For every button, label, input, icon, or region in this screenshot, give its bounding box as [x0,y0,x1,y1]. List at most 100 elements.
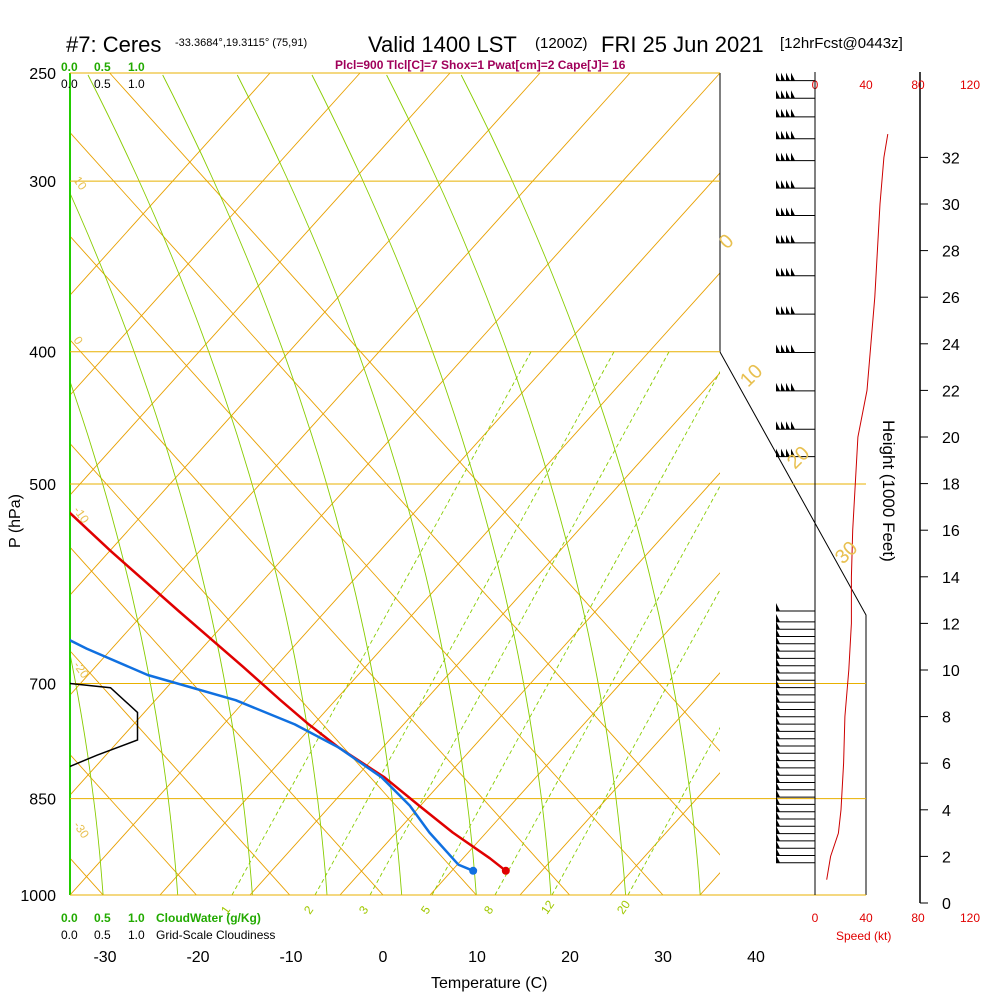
wind-barb-flag [791,108,795,117]
x-tick-label: -20 [186,949,209,966]
wind-barb-flag [791,306,795,315]
cl-scale-bottom-1: 0.5 [94,928,111,942]
cw-scale-2: 1.0 [128,60,145,74]
moist-adiabat-line [236,74,477,896]
moist-adiabat-line [70,380,179,896]
height-axis-title: Height (1000 Feet) [879,420,898,562]
wind-barb-flag [786,421,790,430]
moist-adiabat-line [162,74,403,896]
dry-adiabat-line [970,73,1000,895]
wind-barb-flag [781,72,785,81]
cw-scale-0: 0.0 [61,60,78,74]
wind-barb-flag [776,643,780,652]
wind-barb-flag [786,267,790,276]
sounding-profiles [70,511,510,875]
mixing-ratio-label: 5 [418,903,433,917]
wind-barb-flag [781,90,785,99]
mixing-ratio-line [314,349,616,896]
cw-scale-1: 0.5 [94,60,111,74]
dry-adiabat-line [70,72,361,396]
wind-barb-flag [776,234,780,243]
height-tick-label: 32 [942,150,960,167]
x-tick-label: 10 [468,949,486,966]
wind-barb-flag [791,382,795,391]
moist-adiabat-line [311,74,552,896]
speed-tick-bottom: 80 [911,911,925,925]
frame-diagonal [719,351,867,895]
wind-barb-flag [776,759,780,768]
p-tick-label: 300 [29,174,56,191]
wind-barb-flag [781,152,785,161]
height-tick-label: 24 [942,337,960,354]
moist-adiabat-line [87,74,328,896]
cloudiness-label: Grid-Scale Cloudiness [156,928,275,942]
wind-barb-flag [776,716,780,725]
cw-scale-bottom-1: 0.5 [94,911,111,925]
dewpoint-surface-point [469,866,478,875]
wind-barb-flag [776,90,780,99]
utc-time: (1200Z) [535,35,588,52]
wind-barb-flag [776,679,780,688]
p-tick-label: 1000 [20,888,56,905]
y-axis-title: P (hPa) [7,494,24,548]
cl-scale-bottom-0: 0.0 [61,928,78,942]
cl-scale-bottom-2: 1.0 [128,928,145,942]
mixing-ratio-label: 3 [356,903,371,917]
wind-barb-flag [776,621,780,630]
station-title: #7: Ceres [66,32,161,57]
wind-barb-flag [776,781,780,790]
mixing-ratio-line [431,370,720,896]
wind-barb-flag [776,723,780,732]
moist-adiabat-label: 30 [831,537,862,568]
wind-barb-flag [776,708,780,717]
wind-barb-flag [776,382,780,391]
dry-adiabat-label: 0 [71,334,86,348]
wind-barb-flag [781,421,785,430]
forecast-run: [12hrFcst@0443z] [780,35,903,52]
cl-scale-0: 0.0 [61,77,78,91]
height-tick-label: 16 [942,523,960,540]
dry-adiabat-line [429,572,720,896]
cl-scale-2: 1.0 [128,77,145,91]
dry-adiabat-line [519,672,720,896]
isotherm-line [70,650,291,896]
wind-barb-flag [791,207,795,216]
x-tick-label: 40 [747,949,765,966]
moist-adiabat-line [460,74,701,896]
wind-barb-flag [791,152,795,161]
dry-adiabat-label: -10 [71,504,93,527]
wind-barb-flag [776,847,780,856]
wind-barb-flag [786,344,790,353]
wind-barb-flag [776,803,780,812]
p-tick-label: 850 [29,792,56,809]
wind-barb-flag [776,650,780,659]
speed-axis-title: Speed (kt) [836,929,891,943]
height-tick-label: 20 [942,430,960,447]
dry-adiabat-line [70,72,271,296]
height-tick-label: 30 [942,197,960,214]
isobar-lines [70,72,866,896]
dry-adiabat-label: -20 [71,659,93,682]
wind-barb-flag [776,767,780,776]
wind-barb-flag [776,796,780,805]
x-tick-label: 0 [379,949,388,966]
wind-barb-flag [776,152,780,161]
moist-adiabat-label: 20 [783,442,814,473]
speed-tick-top: 40 [859,78,873,92]
wind-barb-flag [776,180,780,189]
p-tick-label: 500 [29,477,56,494]
wind-speed-line [826,134,889,880]
wind-barb-flag [786,90,790,99]
wind-barb-flag [776,635,780,644]
height-tick-label: 0 [942,896,951,913]
wind-barb-flag [786,207,790,216]
wind-barb-flag [776,665,780,673]
dewpoint-line [70,638,474,872]
mixing-ratio-label: 2 [301,903,316,917]
p-tick-label: 700 [29,677,56,694]
axes: -30 -20 -10 0 10 20 30 402503004005007008501000… [20,66,980,966]
wind-barb-flag [781,108,785,117]
wind-barb-flag [791,448,795,457]
parcel-params: Plcl=900 Tlcl[C]=7 Shox=1 Pwat[cm]=2 Cap… [335,58,626,72]
wind-barb-flag [781,234,785,243]
